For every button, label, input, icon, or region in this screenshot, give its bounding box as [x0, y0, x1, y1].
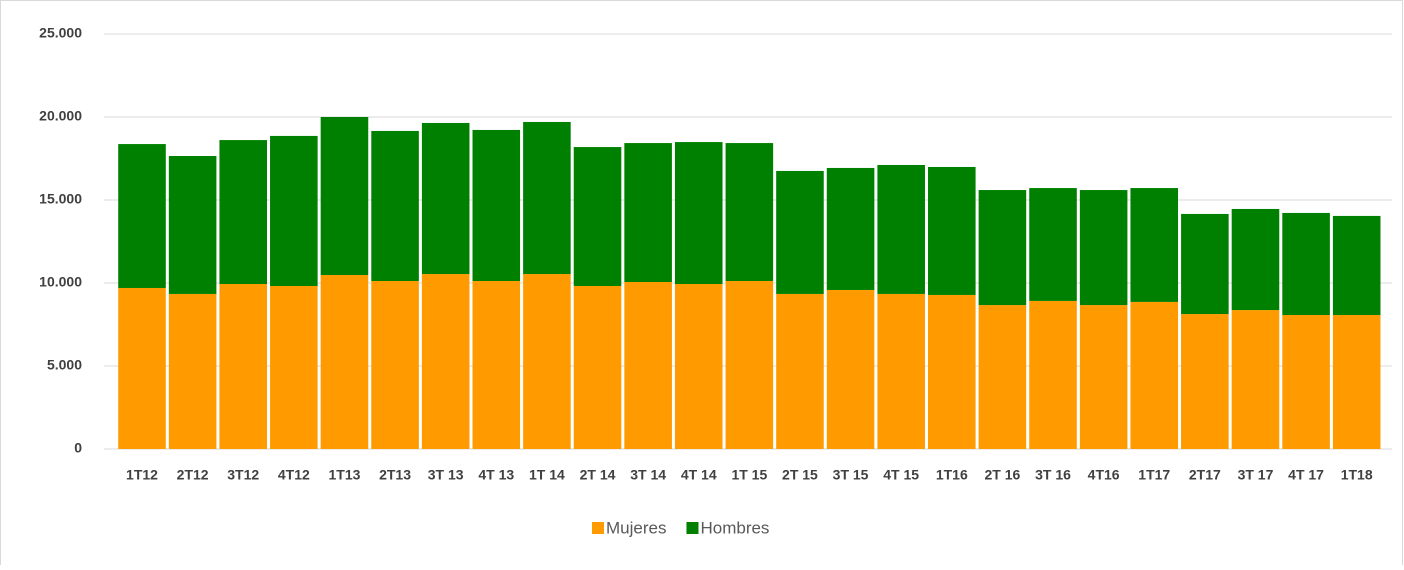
- bar-segment: [928, 166, 976, 295]
- x-tick-label: 4T 15: [883, 467, 919, 483]
- bar-segment: [1231, 208, 1280, 311]
- bar-segment: [472, 281, 521, 449]
- bar-segment: [978, 190, 1027, 306]
- bar-segment: [624, 143, 672, 283]
- x-tick-label: 4T 13: [478, 467, 514, 483]
- bar-segment: [168, 156, 217, 294]
- x-tick-label: 3T 13: [428, 467, 464, 483]
- bar-segment: [523, 121, 571, 275]
- bar-segment: [371, 281, 419, 449]
- x-tick-label: 2T 14: [580, 467, 616, 483]
- bar-segment: [624, 282, 672, 449]
- bar-segment: [320, 275, 369, 449]
- bar-segment: [371, 130, 419, 282]
- x-tick-label: 4T16: [1088, 467, 1120, 483]
- bar-segment: [1079, 305, 1128, 449]
- x-tick-label: 1T16: [936, 467, 968, 483]
- x-tick-label: 3T 15: [833, 467, 869, 483]
- bar-segment: [118, 287, 166, 449]
- bar-segment: [725, 143, 774, 282]
- bar-segment: [320, 117, 369, 276]
- bar-segment: [1130, 188, 1179, 302]
- bar-segment: [421, 122, 470, 275]
- bar-segment: [1181, 314, 1229, 449]
- bar-segment: [573, 147, 622, 286]
- bar-segment: [1029, 188, 1077, 301]
- x-tick-label: 1T 15: [731, 467, 767, 483]
- x-tick-label: 2T 16: [985, 467, 1021, 483]
- y-tick-label: 5.000: [47, 357, 82, 373]
- x-tick-label: 1T18: [1341, 467, 1373, 483]
- y-tick-label: 15.000: [39, 191, 82, 207]
- y-tick-label: 10.000: [39, 274, 82, 290]
- x-tick-label: 4T 14: [681, 467, 717, 483]
- bar-segment: [1079, 190, 1128, 306]
- bar-segment: [877, 293, 925, 449]
- legend-swatch: [592, 522, 604, 534]
- bar-segment: [270, 135, 318, 286]
- x-tick-label: 1T12: [126, 467, 158, 483]
- bar-segment: [674, 283, 723, 449]
- bar-segment: [421, 274, 470, 449]
- y-tick-label: 25.000: [39, 25, 82, 41]
- x-tick-label: 4T12: [278, 467, 310, 483]
- bar-segment: [826, 289, 875, 449]
- bar-segment: [978, 305, 1027, 449]
- bar-segment: [168, 293, 217, 449]
- legend-label: Hombres: [700, 518, 769, 537]
- bar-segment: [928, 294, 976, 449]
- bar-segment: [270, 285, 318, 449]
- y-tick-label: 20.000: [39, 108, 82, 124]
- bar-segment: [826, 167, 875, 290]
- bar-segment: [1181, 213, 1229, 315]
- y-tick-label: 0: [74, 440, 82, 456]
- x-tick-label: 1T13: [328, 467, 360, 483]
- bar-segment: [523, 274, 571, 449]
- bar-segment: [674, 142, 723, 284]
- legend-label: Mujeres: [606, 518, 666, 537]
- bar-segment: [1282, 212, 1330, 316]
- x-tick-label: 3T 17: [1238, 467, 1274, 483]
- bar-segment: [725, 281, 774, 449]
- x-tick-label: 1T17: [1138, 467, 1170, 483]
- bar-segment: [776, 293, 824, 449]
- x-tick-label: 3T 16: [1035, 467, 1071, 483]
- bar-segment: [1029, 300, 1077, 449]
- bar-segment: [219, 283, 268, 449]
- bar-segment: [1332, 315, 1381, 449]
- x-tick-label: 2T17: [1189, 467, 1221, 483]
- bar-segment: [877, 164, 925, 294]
- bar-segment: [118, 144, 166, 288]
- x-tick-label: 1T 14: [529, 467, 565, 483]
- bar-segment: [219, 140, 268, 284]
- bar-segment: [472, 129, 521, 282]
- x-tick-label: 2T 15: [782, 467, 818, 483]
- x-tick-label: 3T 14: [630, 467, 666, 483]
- bar-segment: [1231, 310, 1280, 449]
- bar-segment: [573, 285, 622, 449]
- x-tick-label: 2T12: [177, 467, 209, 483]
- legend-swatch: [686, 522, 699, 534]
- bar-segment: [1130, 301, 1179, 449]
- x-tick-label: 4T 17: [1288, 467, 1324, 483]
- bar-segment: [1282, 315, 1330, 449]
- bar-segment: [1332, 215, 1381, 316]
- x-tick-label: 2T13: [379, 467, 411, 483]
- x-tick-label: 3T12: [227, 467, 259, 483]
- bar-segment: [776, 170, 824, 294]
